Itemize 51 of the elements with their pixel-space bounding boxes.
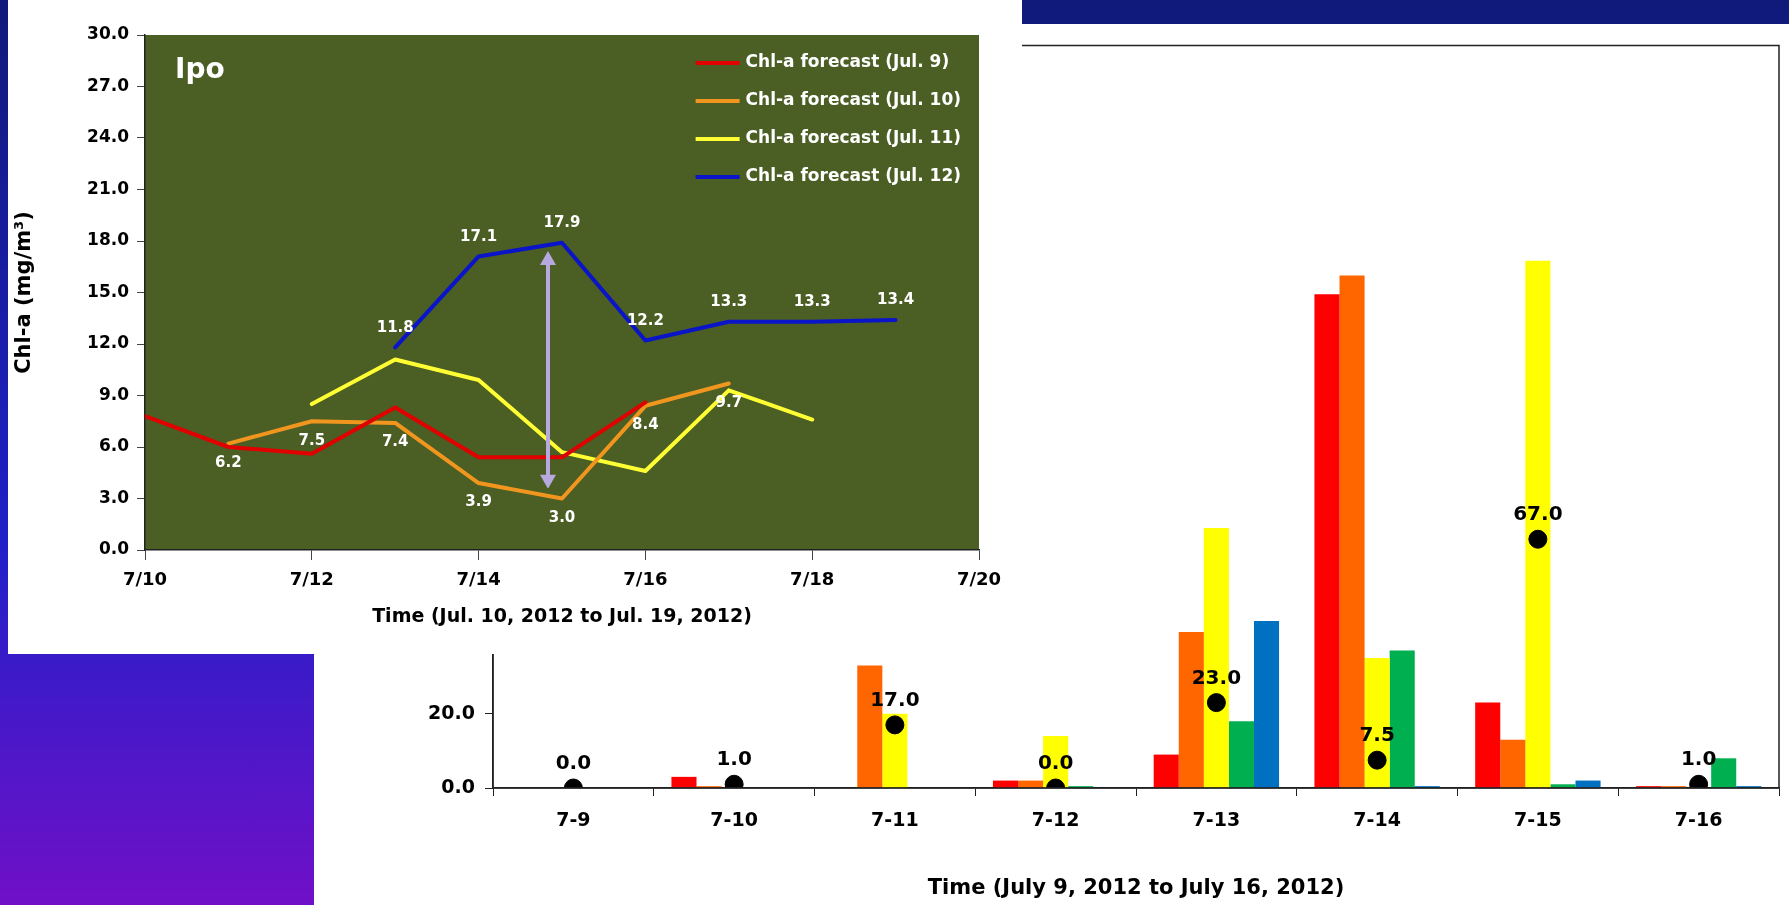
x-tick-label: 7-16 [1674, 808, 1723, 831]
x-tick-label: 7/14 [456, 568, 501, 590]
y-tick-label: 6.0 [98, 435, 130, 456]
x-tick-label: 7-14 [1353, 808, 1401, 831]
data-label: 7.4 [381, 432, 409, 451]
y-tick-label: 9.0 [98, 383, 130, 404]
y-tick-label: 0.0 [98, 538, 130, 559]
data-label: 13.3 [710, 292, 748, 311]
data-label: 11.8 [376, 317, 414, 336]
y-tick-label: 24.0 [87, 126, 130, 147]
data-label: 17.9 [543, 213, 581, 232]
data-label: 3.9 [465, 492, 492, 511]
x-tick-label: 7-11 [871, 808, 919, 831]
data-label: 1.0 [716, 746, 752, 771]
x-tick-label: 7-13 [1192, 808, 1241, 831]
y-tick-label: 12.0 [87, 332, 130, 353]
y-tick-label: 15.0 [87, 280, 130, 301]
x-axis-title: Time (July 9, 2012 to July 16, 2012) [927, 874, 1345, 899]
data-label: 17.1 [460, 226, 498, 245]
x-tick-label: 7/16 [623, 568, 668, 590]
x-tick-label: 7/10 [122, 568, 168, 590]
x-tick-label: 7/18 [790, 568, 835, 590]
legend-label: Chl-a forecast (Jul. 11) [745, 127, 962, 148]
legend-label: Chl-a forecast (Jul. 10) [745, 89, 962, 110]
data-label: 1.0 [1680, 746, 1717, 771]
x-axis-title: Time (Jul. 10, 2012 to Jul. 19, 2012) [372, 603, 752, 626]
x-tick-label: 7/12 [289, 568, 334, 590]
y-tick-label: 20.0 [428, 700, 475, 723]
x-tick-label: 7-10 [710, 808, 758, 831]
y-tick-label: 21.0 [87, 177, 130, 198]
y-axis-title: Chl-a (mg/m³) [11, 211, 36, 374]
annotation: Ipo [175, 52, 225, 86]
x-tick-label: 7-9 [556, 808, 591, 831]
data-label: 8.4 [632, 415, 659, 434]
x-tick-label: 7/20 [956, 568, 1002, 590]
legend-label: Chl-a forecast (Jul. 12) [745, 165, 962, 186]
data-label: 12.2 [626, 310, 664, 329]
data-label: 7.5 [298, 430, 326, 449]
y-tick-label: 30.0 [87, 23, 130, 44]
y-tick-label: 27.0 [87, 74, 130, 95]
data-label: 9.7 [715, 392, 743, 411]
y-tick-label: 18.0 [87, 229, 130, 250]
data-label: 13.3 [793, 292, 831, 311]
legend-label: Chl-a forecast (Jul. 9) [745, 51, 950, 72]
data-label: 13.4 [877, 290, 915, 309]
data-label: 3.0 [548, 507, 576, 526]
x-tick-label: 7-15 [1514, 808, 1562, 831]
x-tick-label: 7-12 [1031, 808, 1080, 831]
y-tick-label: 3.0 [98, 486, 130, 507]
data-label: 0.0 [555, 750, 592, 775]
data-label: 6.2 [215, 452, 242, 471]
